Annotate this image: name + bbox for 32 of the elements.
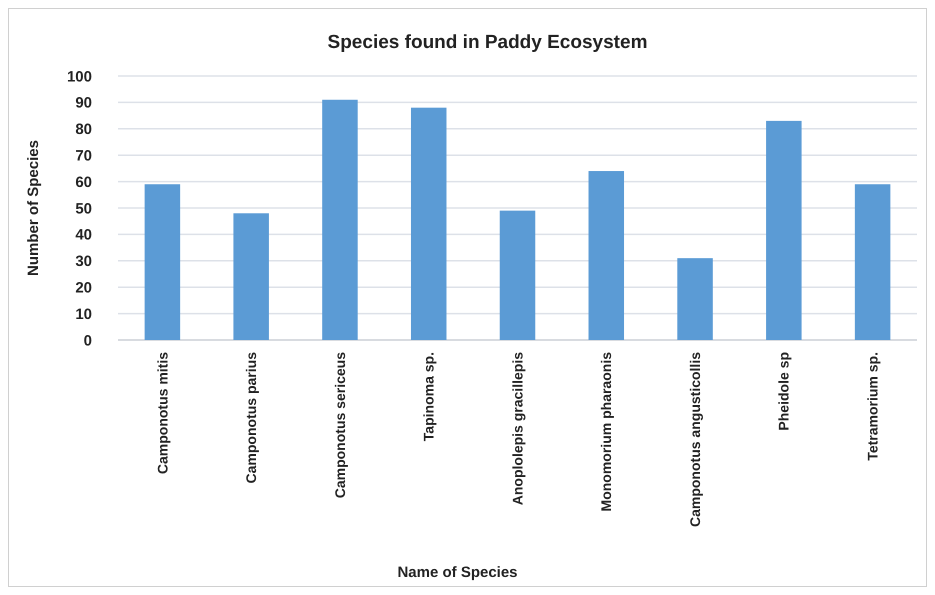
bar (677, 258, 713, 340)
y-axis-title: Number of Species (25, 140, 42, 276)
y-tick-label: 30 (75, 253, 92, 270)
y-tick-label: 0 (84, 332, 92, 350)
x-tick-label: Camponotus mitis (154, 352, 170, 474)
y-tick-label: 90 (75, 94, 92, 112)
y-tick-label: 70 (75, 147, 92, 164)
y-tick-label: 100 (66, 68, 92, 86)
bar (144, 184, 180, 340)
y-tick-label: 50 (75, 200, 92, 218)
y-tick-label: 10 (75, 306, 92, 323)
x-tick-label: Anoplolepis gracillepis (509, 352, 526, 506)
chart-title: Species found in Paddy Ecosystem (328, 32, 648, 53)
bar (322, 100, 358, 340)
x-tick-label: Camponotus parius (243, 352, 260, 484)
bar (500, 210, 536, 340)
bar (588, 171, 624, 340)
x-tick-label: Camponotus sericeus (332, 352, 348, 498)
y-tick-label: 20 (75, 279, 92, 296)
bar (854, 184, 890, 340)
bar (410, 108, 446, 340)
bar (766, 120, 802, 340)
x-tick-label: Camponotus angusticollis (686, 352, 703, 528)
x-tick-label: Tetramorium sp. (864, 352, 881, 461)
y-tick-label: 40 (75, 226, 92, 244)
bar (233, 213, 269, 340)
x-tick-label: Tapinoma sp. (420, 352, 437, 442)
x-axis-title: Name of Species (397, 564, 518, 581)
x-tick-label: Monomorium pharaonis (598, 352, 614, 512)
y-tick-label: 60 (75, 174, 92, 191)
x-tick-label: Pheidole sp (776, 352, 792, 431)
y-tick-label: 80 (75, 121, 92, 138)
